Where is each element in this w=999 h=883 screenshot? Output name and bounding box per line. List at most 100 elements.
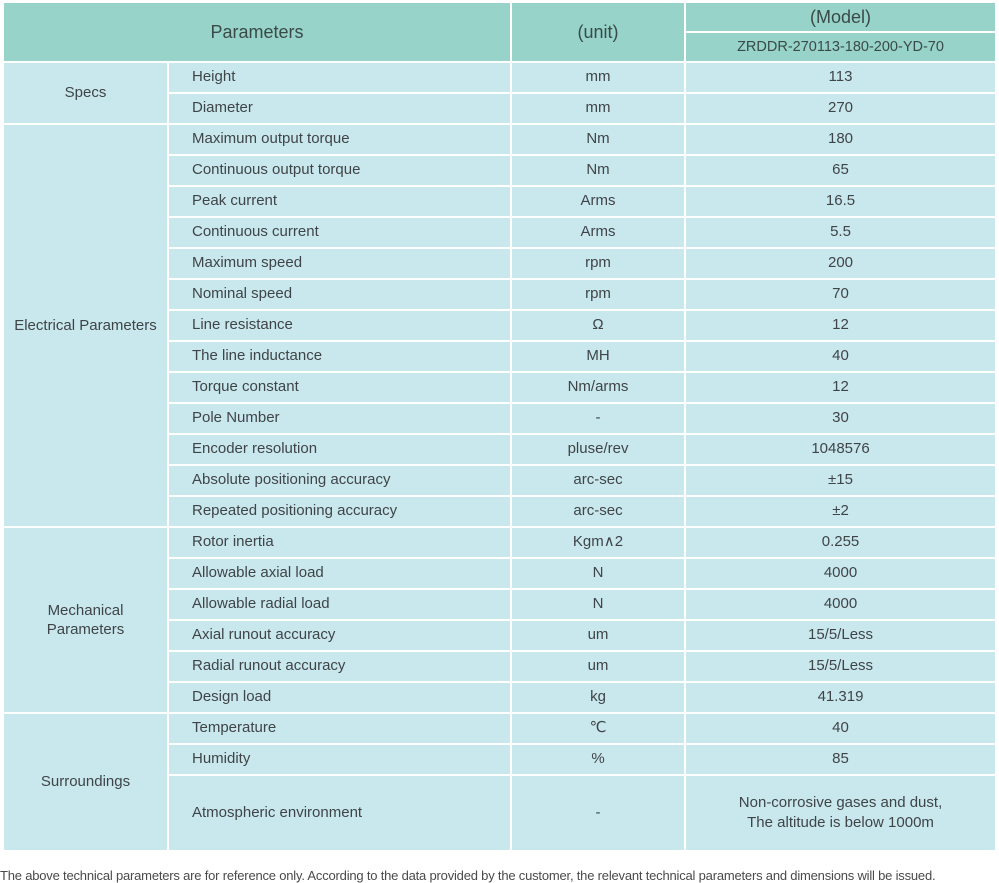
param-name-cell: Repeated positioning accuracy [169,497,511,526]
value-cell: 15/5/Less [686,652,996,681]
table-row: Allowable axial load N 4000 [4,559,996,588]
table-row: Mechanical Parameters Rotor inertia Kgm∧2 0… [4,528,996,712]
table-row: Allowable radial load N 4000 [4,590,996,619]
unit-cell: rpm [512,280,685,309]
param-name-cell: Atmospheric environment [169,776,511,850]
param-name-cell: Allowable axial load [169,559,511,588]
unit-cell: - [512,404,685,433]
value-cell: 30 [686,404,996,433]
value-line: The altitude is below 1000m [747,814,934,831]
value-cell: ±15 [686,466,996,495]
value-cell: 0.255 [686,528,996,557]
unit-cell: Nm [512,156,685,185]
param-name-cell: Radial runout accuracy [169,652,511,681]
param-name-cell: Height [169,63,511,92]
table-row: Torque constant Nm/arms 12 [4,373,996,402]
table-row: Diameter mm 270 [4,94,996,123]
unit-cell: rpm [512,249,685,278]
value-cell: 4000 [686,590,996,619]
unit-cell: arc-sec [512,497,685,526]
table-row: Nominal speed rpm 70 [4,280,996,309]
table-row: Surroundings Temperature ℃ 40 [4,714,996,850]
value-cell: 16.5 [686,187,996,216]
param-name-cell: Nominal speed [169,280,511,309]
unit-cell: Arms [512,218,685,247]
param-name-cell: The line inductance [169,342,511,371]
unit-cell: Arms [512,187,685,216]
param-name-cell: Pole Number [169,404,511,433]
table-row: Line resistance Ω 12 [4,311,996,340]
model-number: ZRDDR-270113-180-200-YD-70 [686,33,996,61]
param-name-cell: Axial runout accuracy [169,621,511,650]
value-cell: 40 [686,342,996,371]
value-cell: 270 [686,94,996,123]
param-name-cell: Design load [169,683,511,712]
value-cell: 65 [686,156,996,185]
param-name-cell: Encoder resolution [169,435,511,464]
section-label: Specs [4,63,167,123]
value-cell: 15/5/Less [686,621,996,650]
value-cell: 5.5 [686,218,996,247]
value-cell: Non-corrosive gases and dust, The altitud… [686,776,996,850]
table-row: Continuous current Arms 5.5 [4,218,996,247]
parameter-table: Parameters (unit) (Model) ZRDDR-270113-1… [2,1,997,852]
param-name-cell: Maximum speed [169,249,511,278]
header-model: (Model) [686,3,996,31]
header-unit: (unit) [512,3,685,61]
table-row: Maximum speed rpm 200 [4,249,996,278]
unit-cell: um [512,621,685,650]
section-label: Surroundings [4,714,167,850]
param-name-cell: Humidity [169,745,511,774]
table-row: Peak current Arms 16.5 [4,187,996,216]
unit-cell: MH [512,342,685,371]
param-name-cell: Diameter [169,94,511,123]
table-row: Axial runout accuracy um 15/5/Less [4,621,996,650]
unit-cell: pluse/rev [512,435,685,464]
unit-cell: N [512,590,685,619]
value-cell: 113 [686,63,996,92]
table-row: The line inductance MH 40 [4,342,996,371]
param-name-cell: Maximum output torque [169,125,511,154]
param-name-cell: Torque constant [169,373,511,402]
param-name-cell: Continuous output torque [169,156,511,185]
unit-cell: Nm [512,125,685,154]
param-name-cell: Line resistance [169,311,511,340]
param-name-cell: Continuous current [169,218,511,247]
unit-cell: ℃ [512,714,685,743]
param-name-cell: Allowable radial load [169,590,511,619]
value-cell: ±2 [686,497,996,526]
table-row: Atmospheric environment - Non-corrosive ga… [4,776,996,850]
value-cell: 4000 [686,559,996,588]
table-row: Radial runout accuracy um 15/5/Less [4,652,996,681]
value-line: Non-corrosive gases and dust, [738,793,943,811]
unit-cell: kg [512,683,685,712]
unit-cell: % [512,745,685,774]
table-row: Humidity% 85 [4,745,996,774]
table-row: Specs Height mm 113 [4,63,996,123]
unit-cell: Kgm∧2 [512,528,685,557]
table-row: Continuous output torque Nm 65 [4,156,996,185]
section-label: Mechanical Parameters [4,528,167,712]
unit-cell: mm [512,63,685,92]
value-cell: 12 [686,311,996,340]
unit-cell: Nm/arms [512,373,685,402]
table-row: Encoder resolution pluse/rev 1048576 [4,435,996,464]
value-cell: 180 [686,125,996,154]
table-row: Absolute positioning accuracy arc-sec ±15 [4,466,996,495]
section-label: Electrical Parameters [4,125,167,526]
param-name-cell: Temperature [169,714,511,743]
unit-cell: arc-sec [512,466,685,495]
value-cell: 12 [686,373,996,402]
value-cell: 41.319 [686,683,996,712]
unit-cell: mm [512,94,685,123]
table-row: Repeated positioning accuracy arc-sec ±2 [4,497,996,526]
table-row: Design load kg 41.319 [4,683,996,712]
unit-cell: Ω [512,311,685,340]
value-cell: 70 [686,280,996,309]
value-cell: 85 [686,745,996,774]
table-row: Electrical Parameters Maximum output torq… [4,125,996,526]
unit-cell: um [512,652,685,681]
unit-cell: N [512,559,685,588]
footer-note: The above technical parameters are for r… [0,868,936,883]
